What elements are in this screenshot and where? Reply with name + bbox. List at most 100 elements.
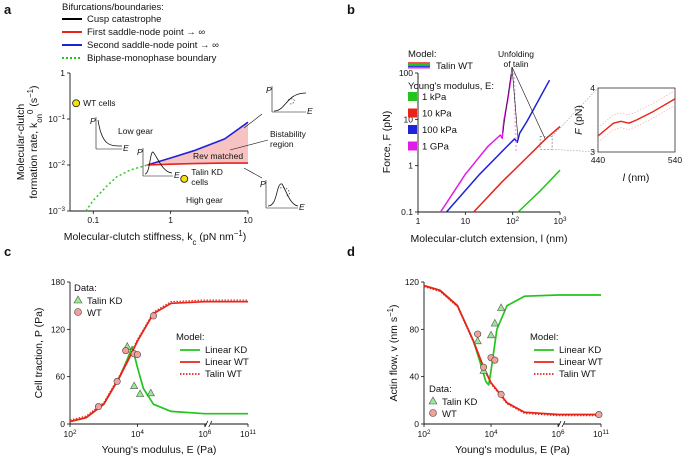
panel-label-d: d [347,244,355,259]
y-axis-label: Force, F (pN) [381,111,393,173]
inset-lowgear-curve [97,119,123,147]
data-legend-label: Talin KD [442,397,478,408]
y-tick-label: 120 [51,324,65,334]
inset-leader [243,167,263,179]
x-tick-label: 10 [243,215,253,225]
series-second-saddle-node [147,121,249,166]
y-tick-label: 0 [60,419,65,429]
data-point-wt [491,356,499,364]
legend-title: Bifurcations/boundaries: [62,2,164,13]
data-point-talin-kd [130,381,139,390]
y-tick-label: 10−3 [48,206,65,217]
data-legend-marker [74,308,82,316]
series-1-kPa [517,169,561,213]
cell-marker [180,174,189,183]
inset-highgear-ylabel: P [137,147,143,157]
model-legend-label: Linear KD [205,345,247,356]
data-legend-title: Data: [74,283,97,294]
annotation-unfolding: Unfolding [498,49,534,59]
x-tick-label: 103 [553,216,566,227]
y-tick-label: 100 [399,68,413,78]
data-point-talin-kd [497,303,506,311]
annotation-low-gear: Low gear [118,126,153,136]
x-tick-label: 102 [506,216,519,227]
y-tick-label: 0 [414,419,419,429]
inset-y-tick-label: 3 [590,147,595,157]
x-tick-label: 0.1 [87,215,99,225]
series-biphase-boundary [85,164,148,212]
legend-swatch [408,141,417,151]
annotation-leader [511,66,519,140]
model-legend-label: Linear WT [205,357,249,368]
x-tick-label: 104 [131,429,144,440]
x-tick-label: 10 [461,216,471,226]
data-point-wt [480,363,488,371]
inset-highgear-curve [144,151,173,175]
annotation-leader [229,139,269,151]
axis-break [208,420,213,428]
annotation-rev-matched: Rev matched [193,151,243,161]
y-axis-label-line1: Molecular-clutch [15,104,27,181]
x-tick-label: 102 [63,429,76,440]
x-tick-label: 1 [416,216,421,226]
inset-series-10kPa [597,98,676,137]
axis-break [561,420,566,428]
y-tick-label: 40 [410,372,420,382]
annotation-leader [511,66,546,139]
zoom-leader [551,87,599,137]
data-legend-marker [73,295,83,304]
x-axis-label: Molecular-clutch extension, l (nm) [411,233,568,245]
inset-y-tick-label: 4 [590,83,595,93]
cell-label: Talin KD [191,167,223,177]
data-point-wt [122,347,130,355]
inset-lower-xlabel: E [299,202,305,212]
y-tick-label: 60 [56,372,66,382]
y-tick-label: 10−2 [48,160,65,171]
inset-upper-curve [273,92,307,112]
series-10-kPa [473,125,561,213]
legend-label: Cusp catastrophe [87,14,161,25]
data-legend-title: Data: [429,384,452,395]
data-legend-marker [428,396,438,405]
data-point-wt [497,390,505,398]
data-point-wt [113,377,121,385]
data-point-talin-kd [135,389,145,397]
inset-guide [597,105,676,143]
data-point-talin-kd [146,388,155,397]
inset-upper-xlabel: E [307,106,313,116]
legend-label: 100 kPa [422,125,458,136]
legend-label: 1 GPa [422,142,450,153]
model-legend-label: Linear KD [559,345,601,356]
panel-a: a Bifurcations/boundaries:Cusp catastroph… [4,2,313,247]
guide-dashed [514,72,517,152]
series-linear-wt [69,300,248,423]
inset-highgear-xlabel: E [174,170,180,180]
inset-y-label: F (pN) [573,105,585,135]
y-tick-label: 10 [404,114,414,124]
x-tick-label: 1011 [240,429,257,440]
series-1-GPa [439,73,513,213]
inset-lowgear-ylabel: P [90,116,96,126]
data-legend-label: Talin KD [87,296,123,307]
inset-guide [597,90,676,128]
legend-title: Young's modulus, E: [408,81,494,92]
y-tick-label: 10−1 [48,114,65,125]
model-legend-title: Model: [530,332,559,343]
x-axis-label: Young's modulus, E (Pa) [102,444,217,456]
model-label: Talin WT [436,61,473,72]
inset-upper-dashed [287,98,295,105]
cell-label: WT cells [83,98,115,108]
inset-x-tick-label: 440 [591,155,605,165]
legend-label: First saddle-node point → ∞ [87,27,205,38]
x-tick-label: 106 [552,429,565,440]
annotation-unfolding: of talin [503,59,528,69]
legend-label: Second saddle-node point → ∞ [87,40,219,51]
inset-lower-curve [267,183,299,207]
x-tick-label: 102 [417,429,430,440]
y-tick-label: 120 [405,277,419,287]
y-tick-label: 1 [60,68,65,78]
y-tick-label: 0.1 [401,207,413,217]
